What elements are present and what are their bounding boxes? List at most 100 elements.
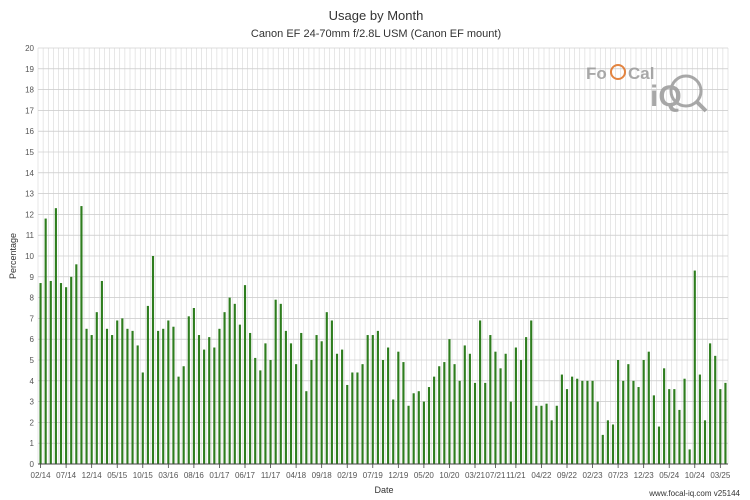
bar-06/20 (427, 387, 431, 464)
y-tick-label: 11 (26, 231, 35, 240)
bar-04/21 (479, 320, 482, 464)
bar-03/19 (351, 372, 354, 464)
bar-12/23 (642, 360, 645, 464)
bar-02/20 (407, 405, 410, 464)
bar-05/17 (238, 324, 241, 464)
x-tick-label: 09/22 (557, 471, 578, 480)
x-axis-label: Date (374, 485, 393, 495)
bar-11/14 (85, 328, 88, 464)
bar-08/21 (499, 368, 502, 464)
bar-08/24 (683, 378, 686, 464)
bar-10/15 (141, 372, 144, 464)
logo-text-left: Fo (586, 64, 607, 83)
bar-06/19 (366, 335, 369, 464)
focal-iq-logo: Fo Cal iQ (586, 64, 708, 113)
bar-08/17 (254, 357, 257, 464)
x-tick-label: 08/16 (184, 471, 205, 480)
bar-07/23 (617, 360, 620, 464)
y-tick-label: 20 (25, 44, 34, 53)
bar-01/24 (647, 351, 650, 464)
bar-12/16 (213, 347, 216, 464)
bar-04/19 (356, 372, 359, 464)
bar-03/14 (44, 218, 47, 464)
bar-02/21 (468, 353, 471, 464)
bar-11/18 (330, 320, 333, 464)
bar-02/17 (223, 312, 226, 464)
bar-12/24 (703, 420, 707, 464)
bar-09/14 (75, 264, 78, 464)
x-tick-label: 03/16 (158, 471, 179, 480)
x-tick-label: 11/21 (506, 471, 526, 480)
bar-09/22 (565, 389, 569, 464)
bar-11/20 (453, 364, 456, 464)
bar-10/19 (387, 347, 390, 464)
bar-12/20 (458, 380, 461, 464)
bar-02/16 (162, 328, 165, 464)
bar-04/24 (663, 368, 666, 464)
bar-04/20 (417, 391, 420, 464)
y-tick-label: 15 (25, 148, 34, 157)
bar-02/24 (652, 395, 655, 464)
x-tick-label: 05/24 (659, 471, 680, 480)
x-tick-label: 07/21 (485, 471, 506, 480)
bar-07/19 (371, 335, 374, 464)
bar-11/17 (269, 360, 272, 464)
x-tick-label: 07/23 (608, 471, 629, 480)
bar-02/22 (530, 320, 533, 464)
bar-07/18 (310, 360, 313, 464)
x-tick-label: 12/23 (634, 471, 655, 480)
bar-series (39, 206, 727, 464)
x-tick-label: 05/15 (107, 471, 128, 480)
chart-subtitle: Canon EF 24-70mm f/2.8L USM (Canon EF mo… (251, 28, 501, 40)
x-tick-label: 05/20 (414, 471, 435, 480)
y-tick-label: 6 (30, 335, 35, 344)
bar-06/15 (121, 318, 124, 464)
y-tick-label: 16 (25, 127, 34, 136)
x-tick-label: 04/18 (286, 471, 307, 480)
bar-10/16 (203, 349, 206, 464)
bar-03/24 (657, 426, 661, 464)
bar-11/23 (637, 387, 640, 464)
bar-04/18 (295, 364, 298, 464)
bar-05/15 (116, 320, 119, 464)
logo-text-mid: Cal (628, 64, 654, 83)
x-tick-label: 06/17 (235, 471, 256, 480)
logo-text-iq: iQ (650, 80, 682, 113)
bar-01/23 (586, 380, 589, 464)
bar-06/24 (673, 389, 676, 464)
bar-12/22 (581, 380, 584, 464)
bar-04/17 (233, 303, 236, 464)
bar-11/16 (208, 337, 211, 464)
y-tick-label: 1 (30, 439, 35, 448)
bar-01/21 (463, 345, 466, 464)
bar-09/17 (259, 370, 262, 464)
bar-08/15 (131, 330, 134, 464)
y-tick-label: 4 (30, 377, 35, 386)
bar-04/14 (49, 280, 52, 464)
bar-09/24 (688, 449, 691, 464)
bar-11/22 (576, 378, 579, 464)
x-tick-label: 10/20 (439, 471, 460, 480)
bar-08/14 (70, 276, 73, 464)
y-axis-label: Percentage (8, 233, 18, 279)
x-tick-label: 02/23 (583, 471, 604, 480)
bar-10/14 (80, 206, 83, 464)
bar-08/22 (560, 374, 563, 464)
y-tick-label: 13 (25, 190, 34, 199)
y-tick-label: 0 (30, 460, 35, 469)
bar-10/22 (571, 376, 574, 464)
bar-10/21 (509, 401, 512, 464)
bar-07/17 (249, 332, 252, 464)
bar-01/22 (525, 337, 528, 464)
x-tick-label: 10/15 (133, 471, 154, 480)
bar-11/19 (392, 399, 395, 464)
bar-01/20 (402, 362, 405, 464)
bar-09/18 (320, 341, 323, 464)
x-tick-label: 07/14 (56, 471, 77, 480)
bar-12/15 (151, 256, 155, 464)
footer-credit: www.focal-iq.com v25144 (648, 489, 740, 498)
x-tick-label: 12/19 (388, 471, 409, 480)
bar-05/23 (606, 420, 609, 464)
